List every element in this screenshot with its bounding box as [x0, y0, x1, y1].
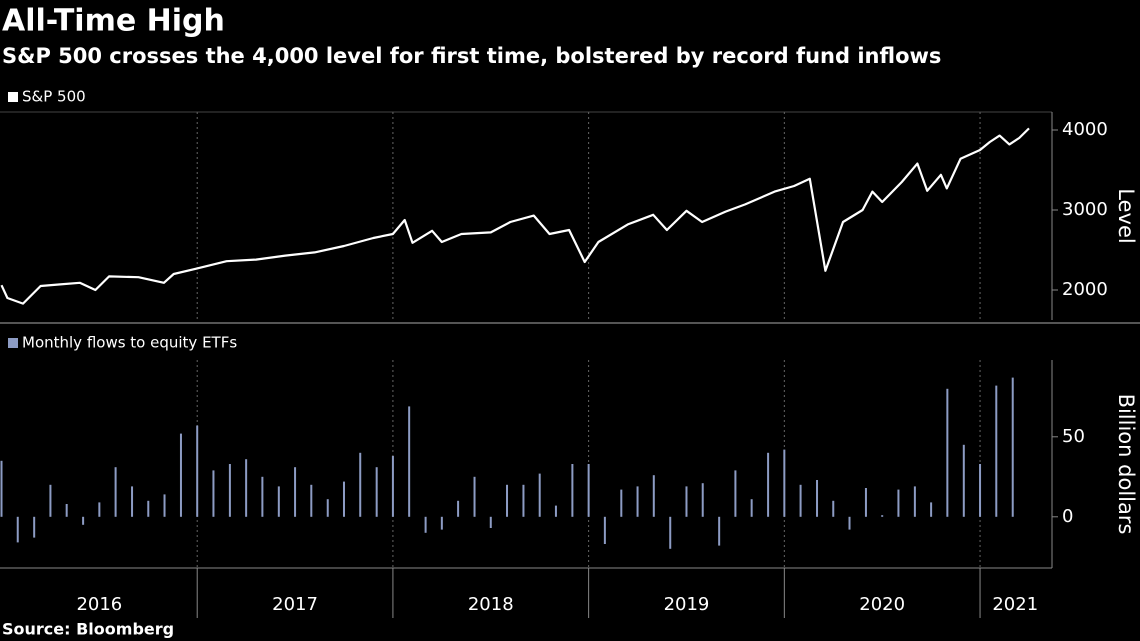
bar: [375, 467, 378, 517]
bar: [114, 467, 117, 517]
bar: [391, 456, 394, 517]
bar: [603, 516, 606, 544]
bar: [440, 516, 443, 530]
bar: [571, 464, 574, 517]
x-tick-label: 2017: [272, 594, 318, 615]
legend-swatch: [8, 92, 18, 102]
bar: [881, 515, 884, 517]
bar: [995, 385, 998, 517]
bar: [33, 516, 36, 538]
bar: [212, 470, 215, 517]
bar: [799, 484, 802, 517]
bar: [522, 484, 525, 517]
x-tick-label: 2020: [859, 594, 905, 615]
y-tick-label: 2000: [1062, 279, 1108, 300]
bar: [587, 464, 590, 517]
bar: [1011, 377, 1014, 517]
legend-label: S&P 500: [22, 88, 86, 106]
bar: [701, 483, 704, 517]
bar: [816, 480, 819, 517]
bar: [767, 452, 770, 517]
bar: [750, 499, 753, 517]
x-tick-label: 2019: [664, 594, 710, 615]
bar: [261, 476, 264, 517]
bar: [131, 486, 134, 517]
bar: [848, 516, 851, 530]
bar: [718, 516, 721, 546]
bar: [49, 484, 52, 517]
bar: [783, 449, 786, 517]
bar: [245, 459, 248, 517]
x-tick-label: 2018: [468, 594, 514, 615]
bar: [946, 388, 949, 517]
legend-label: Monthly flows to equity ETFs: [22, 334, 237, 352]
bar: [408, 406, 411, 517]
bar: [897, 489, 900, 517]
bar: [424, 516, 427, 533]
y-tick-label: 0: [1062, 506, 1073, 527]
bar: [359, 452, 362, 517]
bar: [685, 486, 688, 517]
bar: [342, 481, 345, 517]
chart-subtitle: S&P 500 crosses the 4,000 level for firs…: [2, 44, 941, 68]
bar: [962, 444, 965, 517]
bar: [98, 502, 101, 517]
x-tick-label: 2016: [76, 594, 122, 615]
bar: [294, 467, 297, 517]
bar: [864, 488, 867, 517]
bar: [832, 500, 835, 517]
bar: [506, 484, 509, 517]
y-axis-title: Billion dollars: [1114, 394, 1138, 535]
bar: [489, 516, 492, 528]
bar: [669, 516, 672, 549]
bar: [196, 425, 199, 517]
bar: [179, 433, 182, 517]
bar: [652, 475, 655, 517]
bar: [310, 484, 313, 517]
bar: [228, 464, 231, 517]
y-tick-label: 50: [1062, 426, 1085, 447]
bar: [16, 516, 19, 543]
bar: [636, 486, 639, 517]
bar: [277, 486, 280, 517]
x-tick-label: 2021: [992, 594, 1038, 615]
bar: [326, 499, 329, 517]
bar: [163, 494, 166, 517]
line: [0, 127, 1030, 305]
bar: [538, 473, 541, 517]
y-axis-title: Level: [1114, 188, 1138, 243]
legend-swatch: [8, 338, 18, 348]
chart-title: All-Time High: [2, 4, 225, 39]
bar: [979, 464, 982, 517]
y-tick-label: 3000: [1062, 199, 1108, 220]
bar: [65, 504, 68, 517]
bar: [473, 476, 476, 517]
bar: [554, 505, 557, 517]
bar: [147, 500, 150, 517]
source: Source: Bloomberg: [2, 620, 174, 639]
bar: [457, 500, 460, 517]
bar: [0, 460, 3, 517]
bar: [734, 470, 737, 517]
bar: [930, 502, 933, 517]
bar: [620, 489, 623, 517]
bar: [82, 516, 85, 525]
bar: [913, 486, 916, 517]
y-tick-label: 4000: [1062, 119, 1108, 140]
